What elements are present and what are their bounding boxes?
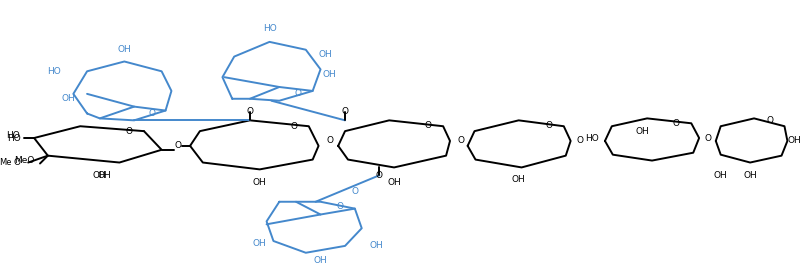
Text: O: O — [337, 202, 344, 211]
Text: O: O — [672, 119, 679, 128]
Text: OH: OH — [118, 45, 131, 54]
Text: HO: HO — [8, 134, 22, 143]
Text: O: O — [174, 141, 182, 150]
Text: O: O — [14, 158, 20, 167]
Text: OH: OH — [93, 171, 106, 180]
Text: HO: HO — [262, 24, 276, 33]
Text: OH: OH — [98, 171, 112, 180]
Text: OH: OH — [253, 178, 266, 187]
Text: O: O — [148, 109, 155, 118]
Text: OH: OH — [62, 94, 75, 103]
Text: OH: OH — [714, 171, 727, 180]
Text: O: O — [577, 136, 584, 146]
Text: OH: OH — [512, 175, 526, 184]
Text: O: O — [351, 188, 358, 197]
Text: O: O — [705, 134, 711, 143]
Text: OH: OH — [370, 241, 383, 250]
Text: HO: HO — [6, 131, 19, 140]
Text: O: O — [546, 121, 553, 130]
Text: O: O — [376, 171, 383, 180]
Text: OH: OH — [635, 127, 649, 136]
Text: Me: Me — [0, 158, 11, 167]
Text: O: O — [342, 107, 349, 116]
Text: O: O — [126, 127, 133, 136]
Text: O: O — [766, 116, 774, 125]
Text: O: O — [458, 136, 464, 146]
Text: HO: HO — [47, 67, 61, 76]
Text: MeO: MeO — [14, 156, 35, 165]
Text: O: O — [290, 122, 298, 131]
Text: OH: OH — [743, 171, 757, 180]
Text: O: O — [425, 121, 432, 130]
Text: OH: OH — [318, 50, 332, 59]
Text: OH: OH — [314, 256, 327, 265]
Text: OH: OH — [322, 70, 336, 79]
Text: O: O — [294, 89, 302, 98]
Text: HO: HO — [586, 134, 599, 143]
Text: O: O — [246, 107, 254, 116]
Text: OH: OH — [253, 239, 266, 248]
Text: OH: OH — [387, 178, 401, 187]
Text: OH: OH — [787, 136, 800, 146]
Text: O: O — [327, 136, 334, 146]
